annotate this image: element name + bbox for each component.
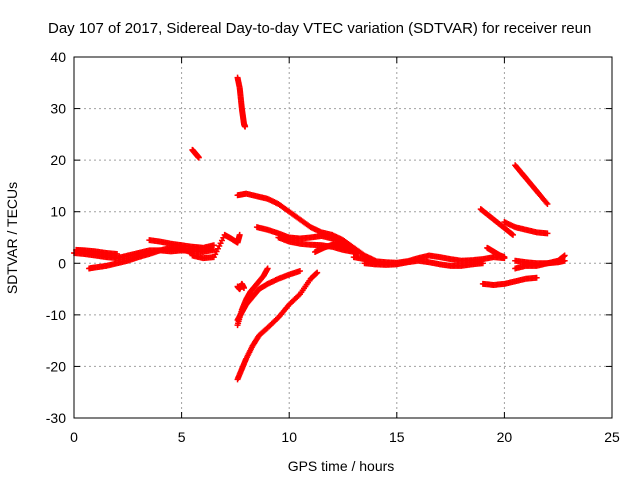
series-arc-7.7-small xyxy=(234,280,248,293)
y-tick-label: 0 xyxy=(58,255,66,271)
series-arc-5.7h xyxy=(189,146,202,161)
data-point xyxy=(501,254,508,261)
x-tick-label: 10 xyxy=(281,429,297,445)
x-axis-title: GPS time / hours xyxy=(288,458,395,474)
y-tick-label: 10 xyxy=(50,204,66,220)
series-arc-7h-cluster xyxy=(189,231,243,262)
series-arc-20.5-22.5 xyxy=(512,252,568,272)
y-tick-label: 40 xyxy=(50,49,66,65)
grid xyxy=(74,57,612,418)
data-point xyxy=(114,251,121,258)
series-arc-7.7-rise xyxy=(234,265,271,329)
series-arc-19-upper xyxy=(477,206,517,238)
data-point xyxy=(510,231,517,238)
data-point xyxy=(241,285,248,292)
x-tick-label: 20 xyxy=(497,429,513,445)
data-points xyxy=(71,74,568,383)
data-point xyxy=(313,270,320,277)
series-arc-11-13 xyxy=(312,241,362,258)
y-tick-label: -30 xyxy=(46,410,66,426)
series-arc-early-upper xyxy=(73,246,121,258)
data-point xyxy=(544,230,551,237)
data-point xyxy=(264,265,271,272)
series-arc-8.5-12 xyxy=(253,224,346,246)
series-arc-deep xyxy=(234,269,321,383)
x-tick-label: 5 xyxy=(178,429,186,445)
data-point xyxy=(544,200,551,207)
x-tick-label: 15 xyxy=(389,429,405,445)
data-point xyxy=(236,231,243,238)
y-tick-label: 20 xyxy=(50,152,66,168)
data-point xyxy=(195,154,202,161)
data-point xyxy=(296,268,303,275)
x-tick-label: 25 xyxy=(604,429,620,445)
series-arc-19-20-neg xyxy=(479,274,540,288)
data-point xyxy=(479,260,486,267)
y-axis-title: SDTVAR / TECUs xyxy=(4,182,20,294)
y-tick-label: -20 xyxy=(46,358,66,374)
series-arc-middle-low xyxy=(361,257,486,269)
series-arc-spike-top xyxy=(234,74,249,130)
x-tick-label: 0 xyxy=(70,429,78,445)
y-tick-label: -10 xyxy=(46,307,66,323)
ticks: 0 5 10 15 20 25 -30 -20 -10 0 10 20 30 40 xyxy=(46,49,620,445)
series-arc-mid-band xyxy=(146,237,217,251)
series-arc-19-lower xyxy=(484,244,508,261)
series-arc-20.5-upper xyxy=(512,162,551,207)
series-arc-early-dip xyxy=(86,244,196,272)
data-point xyxy=(561,252,568,259)
chart-title: Day 107 of 2017, Sidereal Day-to-day VTE… xyxy=(48,20,591,37)
y-tick-label: 30 xyxy=(50,101,66,117)
data-point xyxy=(533,274,540,281)
data-point xyxy=(242,123,249,130)
series-arc-20-mid xyxy=(501,219,551,237)
data-point xyxy=(561,257,568,264)
plot-frame xyxy=(73,56,613,419)
data-point xyxy=(210,242,217,249)
data-point xyxy=(314,269,321,276)
